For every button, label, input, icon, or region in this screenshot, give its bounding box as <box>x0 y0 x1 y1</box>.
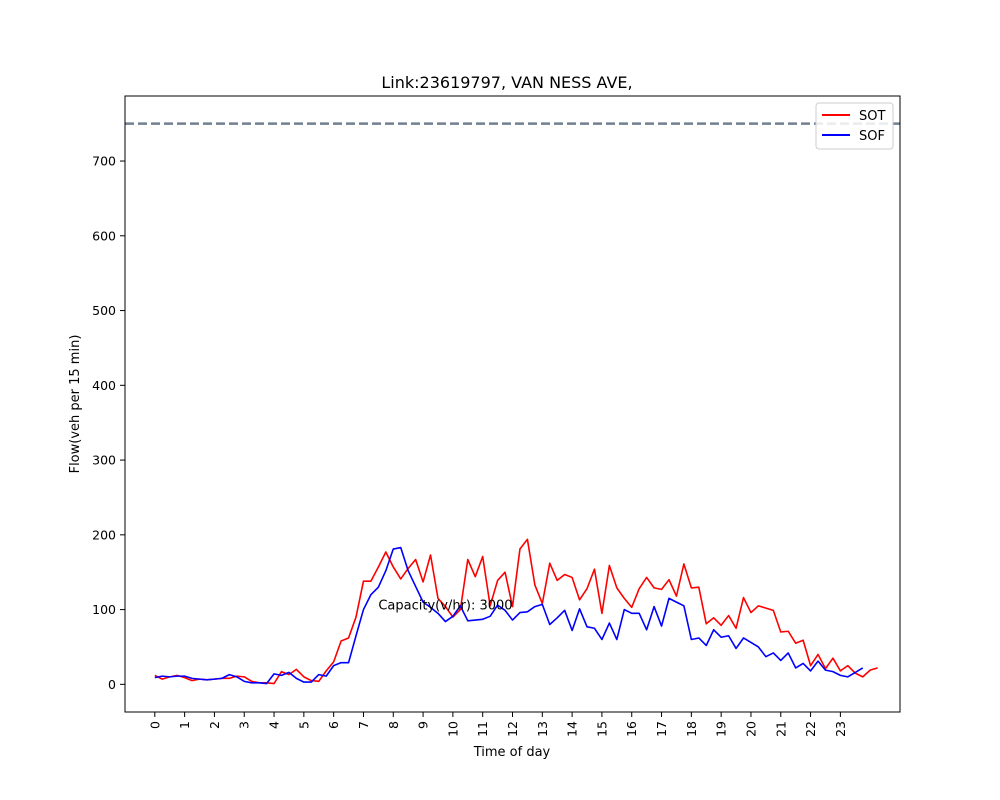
x-tick-label-3: 3 <box>237 721 252 729</box>
x-axis-label: Time of day <box>473 745 551 760</box>
x-tick-label-4: 4 <box>267 721 282 729</box>
x-tick-label-18: 18 <box>684 721 699 737</box>
series-line-sof <box>154 546 864 685</box>
series-line-sot <box>154 538 878 685</box>
x-axis: 0 1 2 3 4 5 6 7 8 9 10 11 12 13 14 15 16 17 18 19 20 21 22 23 <box>147 712 848 737</box>
y-tick-label-300: 300 <box>92 453 116 468</box>
x-tick-label-21: 21 <box>773 721 788 737</box>
y-tick-label-400: 400 <box>92 378 116 393</box>
x-tick-label-5: 5 <box>296 721 311 729</box>
y-tick-label-600: 600 <box>92 228 116 243</box>
x-tick-label-2: 2 <box>207 721 222 729</box>
chart-title: Link:23619797, VAN NESS AVE, <box>381 73 632 92</box>
x-tick-label-1: 1 <box>177 721 192 729</box>
y-axis: 0 100 200 300 400 500 600 700 <box>92 154 125 692</box>
y-tick-label-100: 100 <box>92 602 116 617</box>
x-tick-label-19: 19 <box>714 721 729 737</box>
x-tick-label-10: 10 <box>445 721 460 737</box>
y-tick-label-200: 200 <box>92 527 116 542</box>
x-tick-label-16: 16 <box>624 721 639 737</box>
x-tick-label-8: 8 <box>386 721 401 729</box>
series-layer <box>154 538 878 685</box>
y-axis-label: Flow(veh per 15 min) <box>68 335 83 474</box>
x-tick-label-6: 6 <box>326 721 341 729</box>
legend-label-sof: SOF <box>859 129 885 144</box>
x-tick-label-11: 11 <box>475 721 490 737</box>
x-tick-label-0: 0 <box>147 721 162 729</box>
x-tick-label-9: 9 <box>416 721 431 729</box>
x-tick-label-13: 13 <box>535 721 550 737</box>
x-tick-label-22: 22 <box>803 721 818 737</box>
x-tick-label-14: 14 <box>565 721 580 737</box>
capacity-annotation: Capacity(v/hr): 3000 <box>378 599 512 614</box>
y-tick-label-700: 700 <box>92 154 116 169</box>
x-tick-label-20: 20 <box>743 721 758 737</box>
x-tick-label-17: 17 <box>654 721 669 737</box>
legend: SOT SOF <box>815 102 894 150</box>
x-tick-label-7: 7 <box>356 721 371 729</box>
y-tick-label-0: 0 <box>108 677 116 692</box>
x-tick-label-23: 23 <box>833 721 848 737</box>
x-tick-label-15: 15 <box>594 721 609 737</box>
legend-label-sot: SOT <box>859 109 885 124</box>
y-tick-label-500: 500 <box>92 303 116 318</box>
x-tick-label-12: 12 <box>505 721 520 737</box>
